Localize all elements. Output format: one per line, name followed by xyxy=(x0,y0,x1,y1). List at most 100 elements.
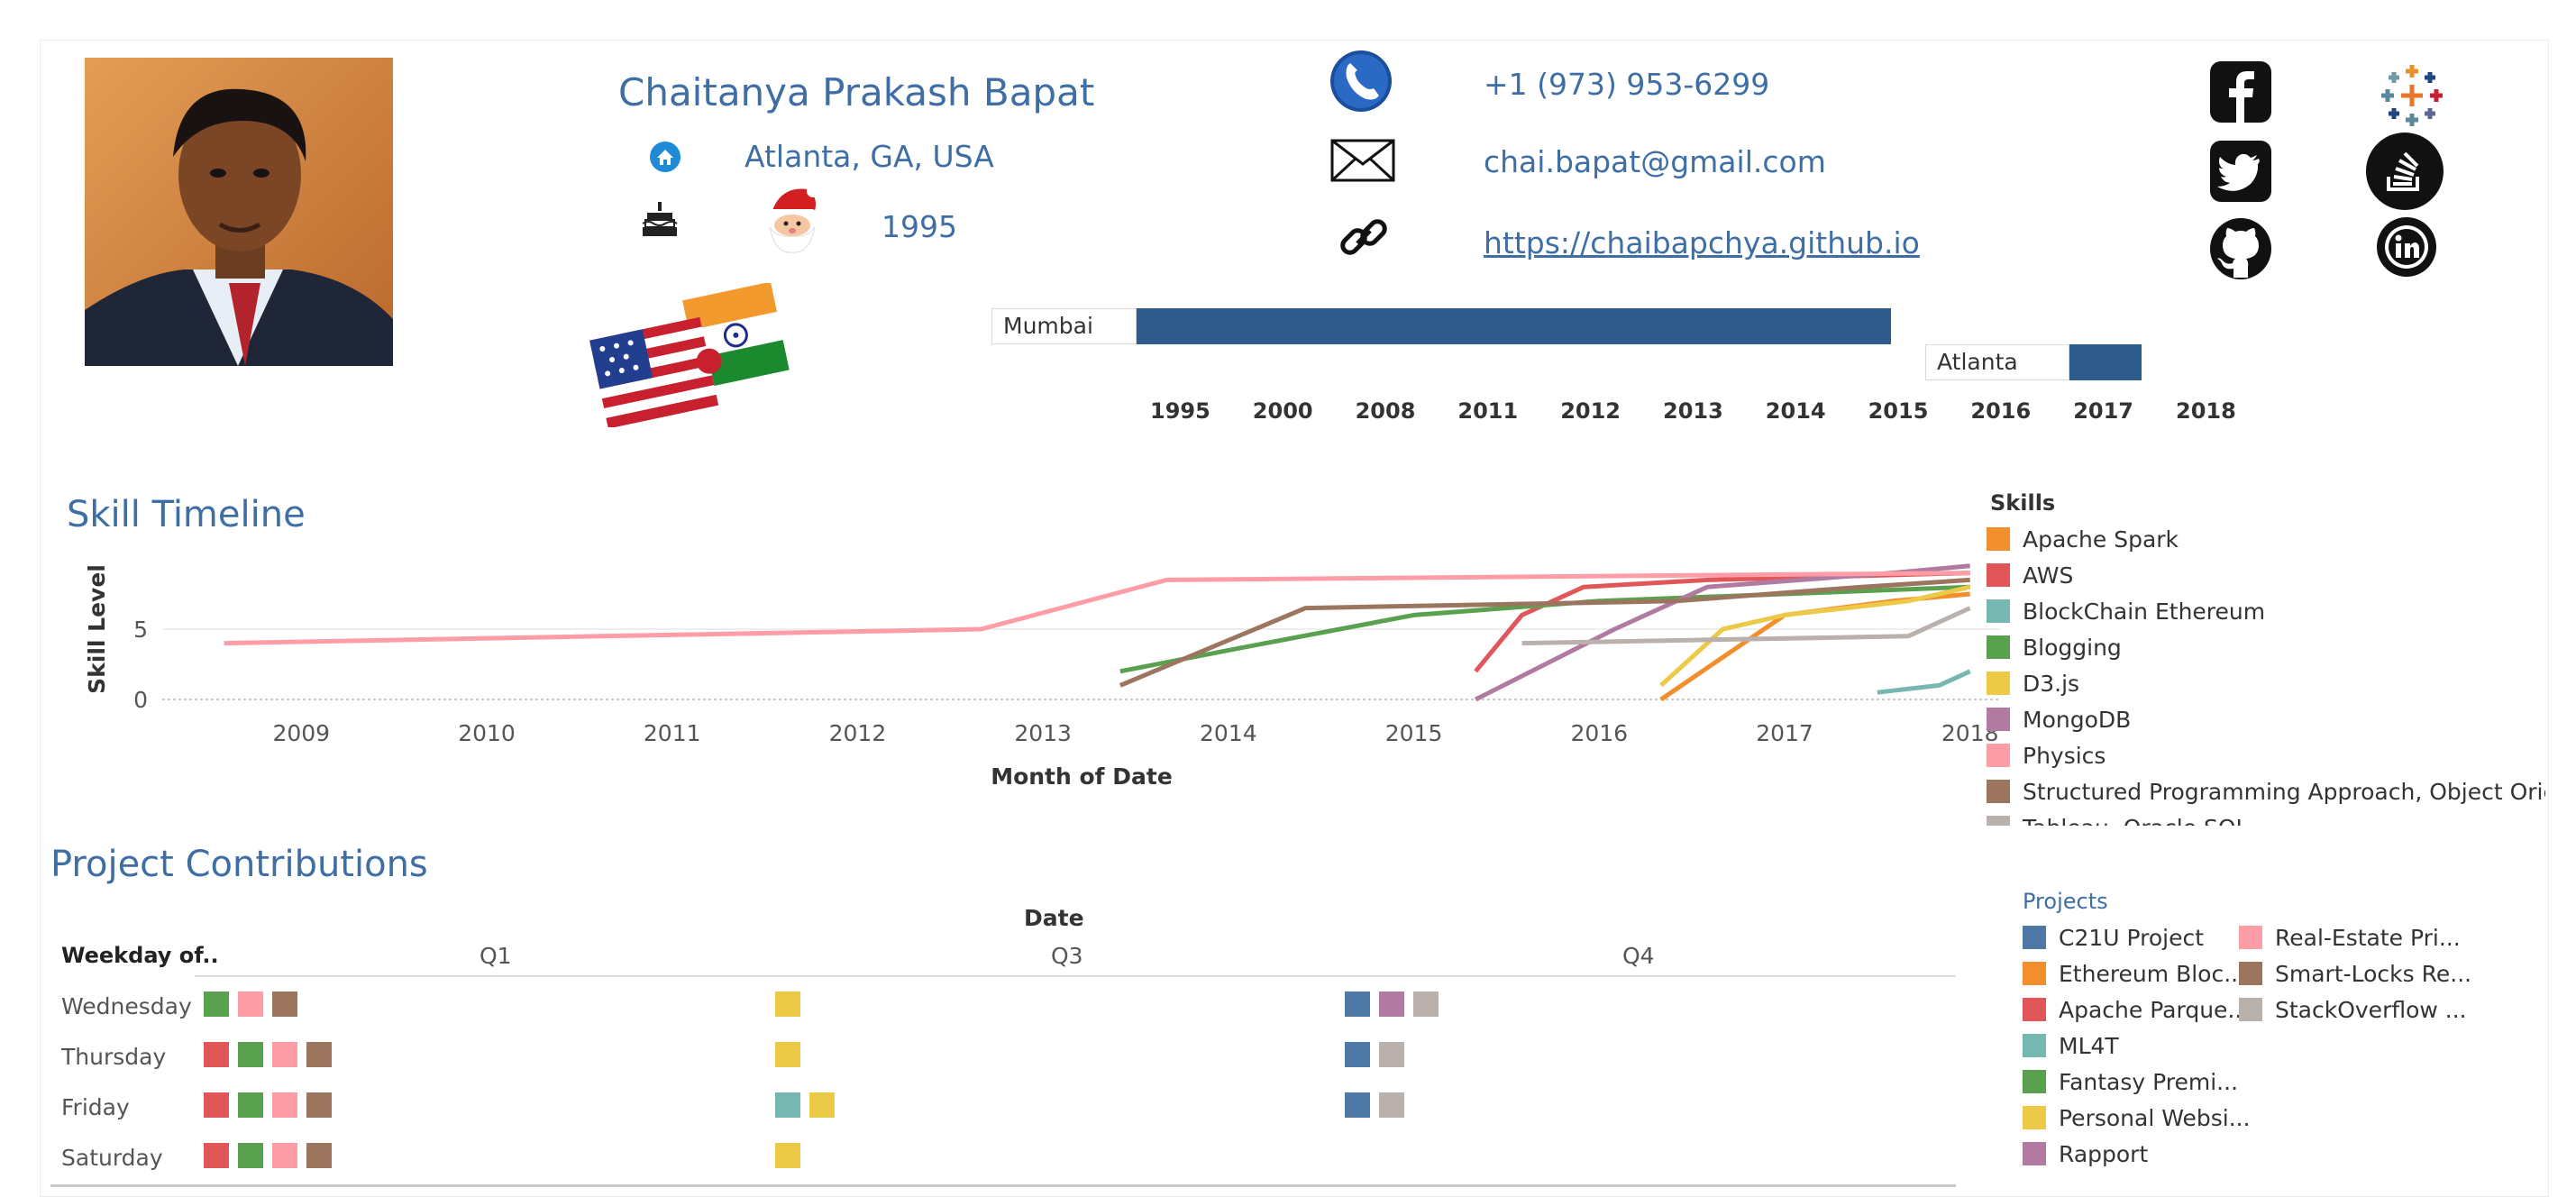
residence-bar-atlanta[interactable] xyxy=(2069,344,2142,380)
projects-legend-title: Projects xyxy=(2023,889,2108,914)
x-axis-label: Month of Date xyxy=(991,763,1173,790)
skills-legend-item[interactable]: BlockChain Ethereum xyxy=(1987,593,2545,629)
tableau-icon[interactable] xyxy=(2380,63,2444,128)
skills-legend-item[interactable]: AWS xyxy=(1987,557,2545,593)
project-cell-mark[interactable] xyxy=(1379,991,1404,1017)
project-cell-mark[interactable] xyxy=(775,1143,800,1168)
project-cell-mark[interactable] xyxy=(775,991,800,1017)
legend-label: Apache Spark xyxy=(2023,525,2179,553)
projects-legend-item[interactable]: Ethereum Bloc... xyxy=(2023,955,2245,991)
project-cell-mark[interactable] xyxy=(272,991,297,1017)
residence-bar-mumbai[interactable] xyxy=(1137,308,1891,344)
projects-legend-item[interactable]: Real-Estate Pri... xyxy=(2239,919,2461,955)
skills-legend-item[interactable]: Structured Programming Approach, Object … xyxy=(1987,773,2545,809)
legend-swatch xyxy=(1987,599,2010,623)
legend-label: Apache Parque... xyxy=(2059,996,2250,1023)
project-cell-mark[interactable] xyxy=(1379,1092,1404,1118)
project-cell-mark[interactable] xyxy=(775,1042,800,1067)
series-line-6 xyxy=(224,571,1970,646)
project-cell-mark[interactable] xyxy=(272,1092,297,1118)
weekday-header: Weekday of.. xyxy=(61,943,219,968)
x-tick-label: 2015 xyxy=(1385,720,1443,746)
weekday-label: Thursday xyxy=(61,1044,167,1070)
skills-legend-item[interactable]: Blogging xyxy=(1987,629,2545,665)
weekday-label: Friday xyxy=(61,1094,130,1120)
skill-timeline-chart: 0 5 2009 2010 2011 2012 2013 2014 2015 2016 2017 20… xyxy=(72,541,2001,811)
series-line-5 xyxy=(1475,563,1970,702)
project-cell-mark[interactable] xyxy=(204,1042,229,1067)
project-cell-mark[interactable] xyxy=(306,1092,332,1118)
projects-legend-item[interactable]: C21U Project xyxy=(2023,919,2204,955)
header-divider xyxy=(195,975,1956,977)
series-line-2 xyxy=(1877,669,1971,695)
project-cell-mark[interactable] xyxy=(204,1092,229,1118)
residence-label-atlanta: Atlanta xyxy=(1925,344,2069,380)
project-cell-mark[interactable] xyxy=(238,991,263,1017)
project-cell-mark[interactable] xyxy=(306,1042,332,1067)
project-cell-mark[interactable] xyxy=(1345,1042,1370,1067)
weekday-label: Saturday xyxy=(61,1145,163,1171)
projects-legend-item[interactable]: Rapport xyxy=(2023,1136,2148,1172)
residence-year-label: 1995 xyxy=(1150,398,1210,424)
quarter-header: Q1 xyxy=(480,943,512,969)
skills-legend-title: Skills xyxy=(1990,490,2056,516)
skills-legend-item[interactable]: Tableau, Oracle SQL xyxy=(1987,809,2545,826)
projects-legend-item[interactable]: Apache Parque... xyxy=(2023,991,2249,1028)
project-cell-mark[interactable] xyxy=(1379,1042,1404,1067)
project-cell-mark[interactable] xyxy=(204,991,229,1017)
legend-swatch xyxy=(1987,708,2010,731)
skills-legend-item[interactable]: MongoDB xyxy=(1987,701,2545,737)
project-cell-mark[interactable] xyxy=(238,1042,263,1067)
skills-legend-item[interactable]: D3.js xyxy=(1987,665,2545,701)
series-line-4 xyxy=(1659,584,1971,688)
skills-legend-item[interactable]: Physics xyxy=(1987,737,2545,773)
residence-year-label: 2000 xyxy=(1252,398,1313,424)
link-icon xyxy=(1338,211,1390,263)
project-cell-mark[interactable] xyxy=(1413,991,1439,1017)
project-contributions-chart: Date Weekday of.. Q1 Q3 Q4 Wednesday Thursd… xyxy=(50,901,1956,1195)
project-cell-mark[interactable] xyxy=(306,1143,332,1168)
phone-number[interactable]: +1 (973) 953-6299 xyxy=(1484,67,1770,102)
website-link[interactable]: https://chaibapchya.github.io xyxy=(1484,225,1920,260)
series-line-3 xyxy=(1119,584,1970,674)
project-cell-mark[interactable] xyxy=(775,1092,800,1118)
project-cell-mark[interactable] xyxy=(272,1042,297,1067)
skill-timeline-title: Skill Timeline xyxy=(67,494,306,535)
linkedin-icon[interactable] xyxy=(2376,216,2437,278)
project-cell-mark[interactable] xyxy=(238,1092,263,1118)
mail-icon xyxy=(1330,139,1395,182)
x-tick-label: 2012 xyxy=(829,720,887,746)
project-cell-mark[interactable] xyxy=(1345,991,1370,1017)
skills-legend-item[interactable]: Apache Spark xyxy=(1987,521,2545,557)
x-tick-label: 2011 xyxy=(644,720,701,746)
stackoverflow-icon[interactable] xyxy=(2365,132,2444,211)
projects-legend-item[interactable]: ML4T xyxy=(2023,1028,2119,1064)
residence-label-mumbai: Mumbai xyxy=(991,308,1137,344)
twitter-icon[interactable] xyxy=(2208,139,2273,204)
project-cell-mark[interactable] xyxy=(204,1143,229,1168)
usa-india-puzzle-image xyxy=(577,281,811,429)
x-tick-label: 2014 xyxy=(1200,720,1257,746)
residence-year-label: 2013 xyxy=(1663,398,1723,424)
projects-legend-item[interactable]: Smart-Locks Re... xyxy=(2239,955,2471,991)
project-cell-mark[interactable] xyxy=(238,1143,263,1168)
projects-legend-item[interactable]: Personal Websi... xyxy=(2023,1100,2251,1136)
projects-legend-item[interactable]: Fantasy Premi... xyxy=(2023,1064,2238,1100)
legend-swatch xyxy=(2023,998,2046,1021)
facebook-icon[interactable] xyxy=(2208,59,2273,124)
skills-legend: Skills Apache Spark AWS BlockChain Ethereu… xyxy=(1987,490,2545,826)
github-icon[interactable] xyxy=(2208,216,2273,281)
x-tick-label: 2013 xyxy=(1014,720,1072,746)
residence-year-label: 2012 xyxy=(1560,398,1621,424)
email-address[interactable]: chai.bapat@gmail.com xyxy=(1484,144,1826,179)
legend-label: C21U Project xyxy=(2059,924,2205,951)
residence-year-label: 2015 xyxy=(1868,398,1929,424)
projects-legend-item[interactable]: StackOverflow ... xyxy=(2239,991,2467,1028)
project-cell-mark[interactable] xyxy=(272,1143,297,1168)
location-text: Atlanta, GA, USA xyxy=(744,139,994,174)
quarter-header: Q4 xyxy=(1622,943,1655,969)
project-cell-mark[interactable] xyxy=(809,1092,835,1118)
projects-legend: Projects C21U Project Ethereum Bloc... Apa… xyxy=(2023,889,2527,1186)
legend-swatch xyxy=(2023,1142,2046,1165)
project-cell-mark[interactable] xyxy=(1345,1092,1370,1118)
